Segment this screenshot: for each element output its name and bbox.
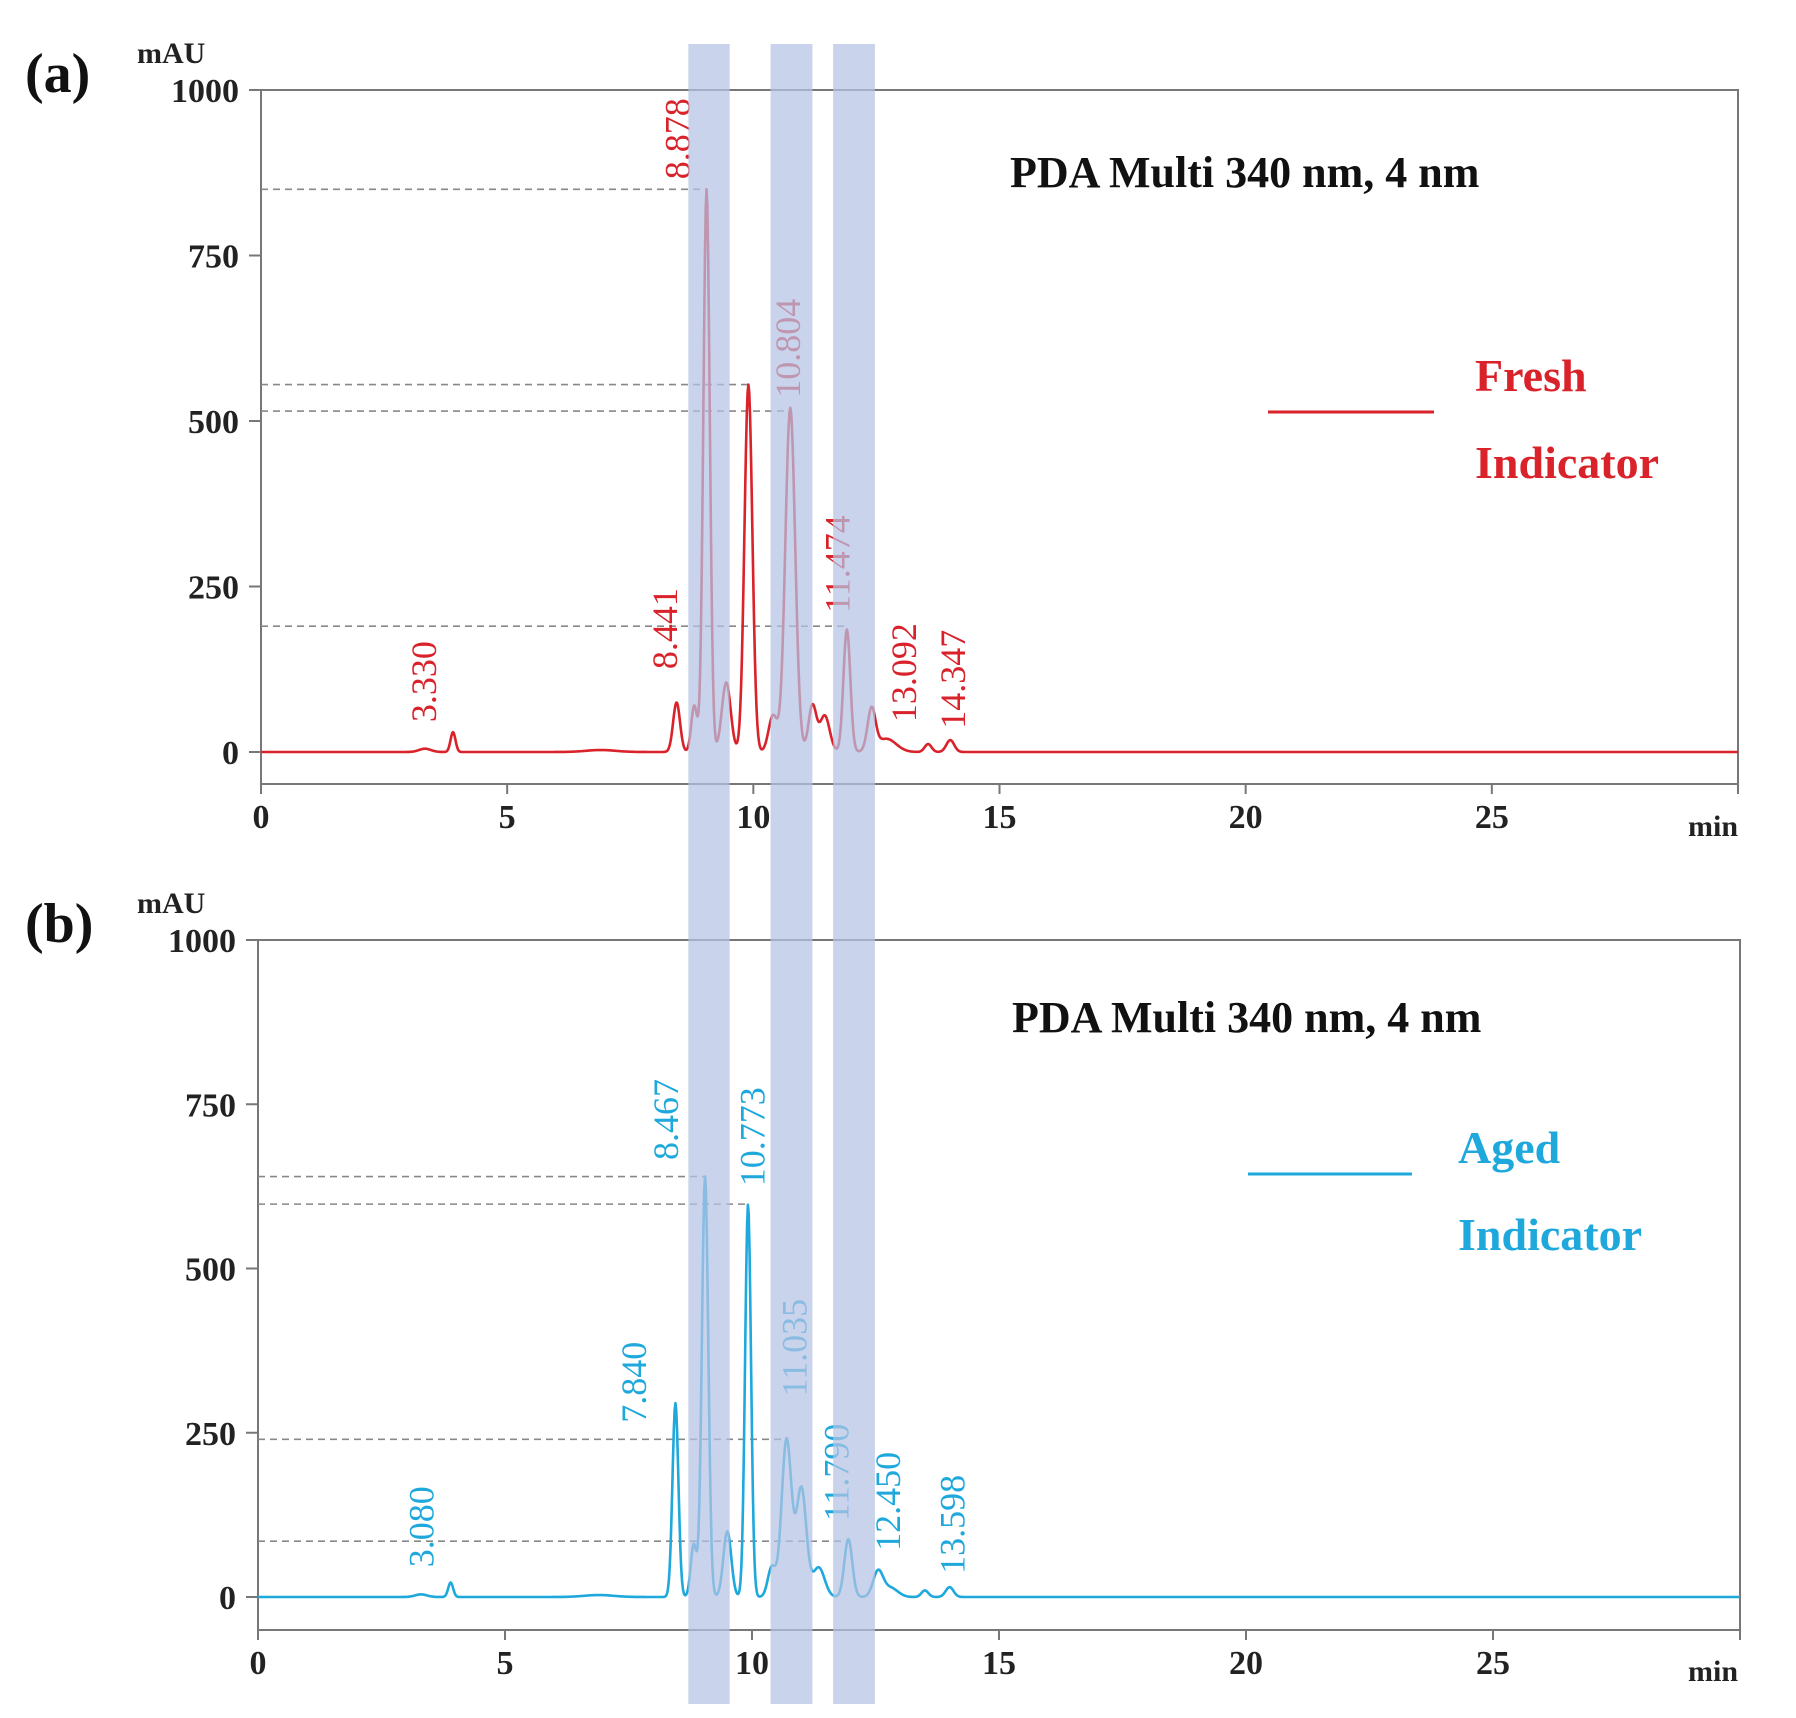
- x-tick-label: 5: [499, 799, 516, 836]
- panel-b-guide-lines: [258, 1175, 849, 1542]
- panel-b-x-axis: 0 5 10 15 20 25: [250, 1630, 1741, 1682]
- highlight-band: [688, 44, 730, 1704]
- y-tick-label: 250: [185, 1416, 236, 1453]
- panel-a-y-unit: mAU: [137, 37, 205, 70]
- peak-label: 3.080: [401, 1486, 441, 1567]
- y-tick-label: 500: [188, 404, 239, 441]
- x-tick-label: 15: [983, 799, 1017, 836]
- panel-b-legend-indicator: Indicator: [1458, 1209, 1642, 1260]
- panel-a-guide-lines: [261, 188, 847, 628]
- panel-b-legend-aged: Aged: [1458, 1122, 1561, 1173]
- highlight-band: [833, 44, 875, 1704]
- y-tick-label: 750: [188, 239, 239, 276]
- panel-a-label: (a): [25, 43, 90, 105]
- panel-b-detector-title: PDA Multi 340 nm, 4 nm: [1012, 993, 1481, 1042]
- y-tick-label: 1000: [168, 923, 236, 960]
- panel-b-x-unit: min: [1688, 1655, 1738, 1688]
- peak-label: 3.330: [404, 641, 444, 722]
- x-tick-label: 10: [736, 799, 770, 836]
- panel-a-detector-title: PDA Multi 340 nm, 4 nm: [1010, 148, 1479, 197]
- panel-b-y-axis: 0 250 500 750 1000: [168, 923, 258, 1617]
- x-tick-label: 20: [1229, 799, 1263, 836]
- peak-label: 10.773: [732, 1087, 772, 1186]
- panel-a-fresh-trace: [260, 187, 1739, 754]
- y-tick-label: 0: [219, 1580, 236, 1617]
- panel-a-fresh-chromatogram: 3.3308.4418.87810.80411.47413.09214.347 …: [25, 37, 1739, 843]
- peak-label: 14.347: [933, 630, 973, 729]
- panel-b-peak-labels: 3.0807.8408.46710.77311.03511.79012.4501…: [401, 1079, 972, 1574]
- peak-label: 13.092: [884, 623, 924, 722]
- x-tick-label: 25: [1475, 799, 1509, 836]
- panel-a-x-unit: min: [1688, 810, 1738, 843]
- x-tick-label: 0: [250, 1645, 267, 1682]
- y-tick-label: 750: [185, 1087, 236, 1124]
- y-tick-label: 250: [188, 570, 239, 607]
- peak-label: 8.467: [646, 1079, 686, 1160]
- panel-b-aged-chromatogram: 3.0807.8408.46710.77311.03511.79012.4501…: [25, 887, 1741, 1688]
- x-tick-label: 10: [735, 1645, 769, 1682]
- panel-b-plot-frame: [257, 939, 1741, 1631]
- panel-b-y-unit: mAU: [137, 887, 205, 920]
- panel-b-label: (b): [25, 893, 93, 955]
- y-tick-label: 1000: [171, 73, 239, 110]
- panel-b-aged-trace: [257, 1175, 1741, 1599]
- x-tick-label: 5: [497, 1645, 514, 1682]
- highlight-band: [770, 44, 813, 1704]
- x-tick-label: 25: [1476, 1645, 1510, 1682]
- x-tick-label: 20: [1229, 1645, 1263, 1682]
- peak-label: 8.441: [645, 588, 685, 669]
- y-tick-label: 0: [222, 735, 239, 772]
- panel-a-legend-indicator: Indicator: [1475, 437, 1659, 488]
- peak-label: 13.598: [932, 1475, 972, 1574]
- y-tick-label: 500: [185, 1252, 236, 1289]
- panel-a-x-axis: 0 5 10 15 20 25: [253, 784, 1739, 836]
- peak-label: 7.840: [614, 1342, 654, 1423]
- panel-a-legend-fresh: Fresh: [1475, 350, 1587, 401]
- panel-a-y-axis: 0 250 500 750 1000: [171, 73, 261, 772]
- highlight-bands: [688, 44, 875, 1704]
- x-tick-label: 15: [982, 1645, 1016, 1682]
- x-tick-label: 0: [253, 799, 270, 836]
